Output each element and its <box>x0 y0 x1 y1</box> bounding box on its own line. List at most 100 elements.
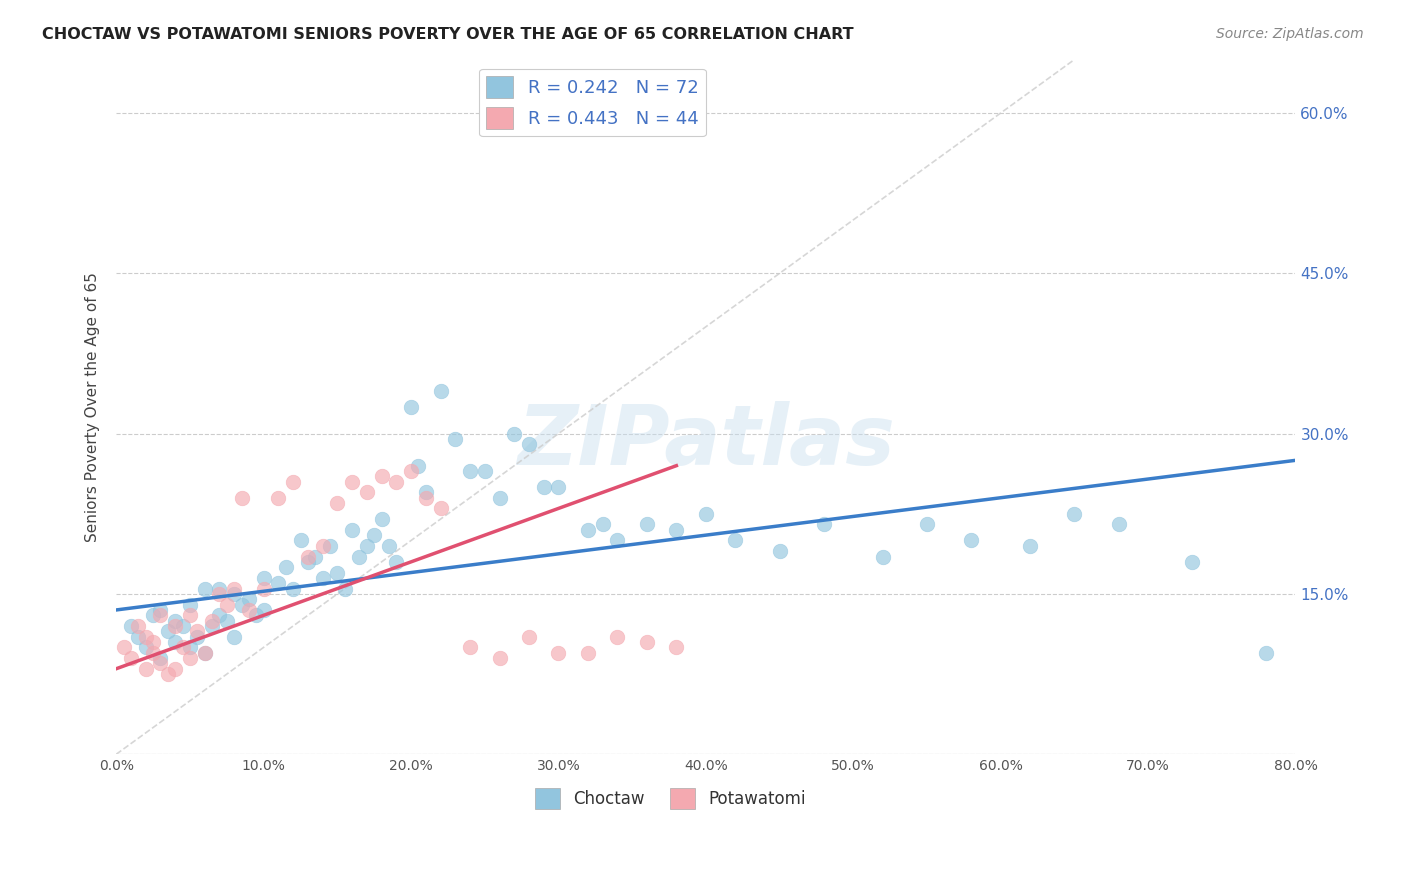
Point <box>503 426 526 441</box>
Legend: Choctaw, Potawatomi: Choctaw, Potawatomi <box>529 781 813 815</box>
Point <box>385 475 408 489</box>
Point <box>194 646 217 660</box>
Point <box>142 635 165 649</box>
Point <box>517 630 540 644</box>
Point <box>179 640 201 655</box>
Point <box>408 458 430 473</box>
Point <box>127 619 149 633</box>
Point <box>370 469 392 483</box>
Point <box>349 549 371 564</box>
Text: CHOCTAW VS POTAWATOMI SENIORS POVERTY OVER THE AGE OF 65 CORRELATION CHART: CHOCTAW VS POTAWATOMI SENIORS POVERTY OV… <box>42 27 853 42</box>
Point <box>179 651 201 665</box>
Point <box>281 582 304 596</box>
Point <box>665 523 688 537</box>
Point <box>208 587 231 601</box>
Point <box>245 608 267 623</box>
Point <box>165 614 187 628</box>
Point <box>636 517 658 532</box>
Point <box>340 475 363 489</box>
Point <box>915 517 938 532</box>
Point <box>274 560 297 574</box>
Point <box>304 549 326 564</box>
Point <box>547 646 569 660</box>
Point <box>415 485 437 500</box>
Point <box>1108 517 1130 532</box>
Point <box>179 598 201 612</box>
Point <box>297 555 319 569</box>
Point <box>120 651 142 665</box>
Point <box>238 592 260 607</box>
Point <box>488 491 510 505</box>
Point <box>224 587 246 601</box>
Point <box>267 576 290 591</box>
Point <box>253 571 276 585</box>
Point <box>135 630 157 644</box>
Point <box>142 646 165 660</box>
Point <box>224 630 246 644</box>
Point <box>165 635 187 649</box>
Point <box>142 608 165 623</box>
Point <box>120 619 142 633</box>
Point <box>606 533 628 548</box>
Point <box>326 566 349 580</box>
Point <box>458 464 481 478</box>
Point <box>488 651 510 665</box>
Point <box>281 475 304 489</box>
Point <box>135 640 157 655</box>
Point <box>253 603 276 617</box>
Point <box>665 640 688 655</box>
Point <box>606 630 628 644</box>
Point <box>231 598 253 612</box>
Text: ZIPatlas: ZIPatlas <box>517 401 894 483</box>
Point <box>399 400 422 414</box>
Point <box>385 555 408 569</box>
Point <box>399 464 422 478</box>
Point <box>112 640 135 655</box>
Point <box>356 485 378 500</box>
Point <box>960 533 983 548</box>
Point <box>165 619 187 633</box>
Point <box>429 384 451 398</box>
Point <box>238 603 260 617</box>
Point <box>319 539 342 553</box>
Point <box>194 646 217 660</box>
Point <box>695 507 717 521</box>
Point <box>208 608 231 623</box>
Point <box>474 464 496 478</box>
Point <box>215 598 238 612</box>
Point <box>186 624 208 639</box>
Point <box>370 512 392 526</box>
Point <box>724 533 747 548</box>
Point <box>1254 646 1277 660</box>
Point <box>172 640 194 655</box>
Point <box>378 539 401 553</box>
Point <box>208 582 231 596</box>
Point <box>231 491 253 505</box>
Point <box>149 651 172 665</box>
Point <box>768 544 790 558</box>
Point <box>813 517 835 532</box>
Point <box>547 480 569 494</box>
Point <box>201 619 224 633</box>
Point <box>156 624 179 639</box>
Point <box>429 501 451 516</box>
Point <box>253 582 276 596</box>
Point <box>517 437 540 451</box>
Point <box>1181 555 1204 569</box>
Point <box>201 614 224 628</box>
Point <box>444 432 467 446</box>
Point <box>135 662 157 676</box>
Point <box>179 608 201 623</box>
Point <box>326 496 349 510</box>
Point <box>636 635 658 649</box>
Point <box>267 491 290 505</box>
Point <box>165 662 187 676</box>
Y-axis label: Seniors Poverty Over the Age of 65: Seniors Poverty Over the Age of 65 <box>86 272 100 541</box>
Point <box>1063 507 1085 521</box>
Point <box>363 528 385 542</box>
Point <box>311 539 333 553</box>
Point <box>127 630 149 644</box>
Point <box>215 614 238 628</box>
Point <box>149 603 172 617</box>
Point <box>290 533 312 548</box>
